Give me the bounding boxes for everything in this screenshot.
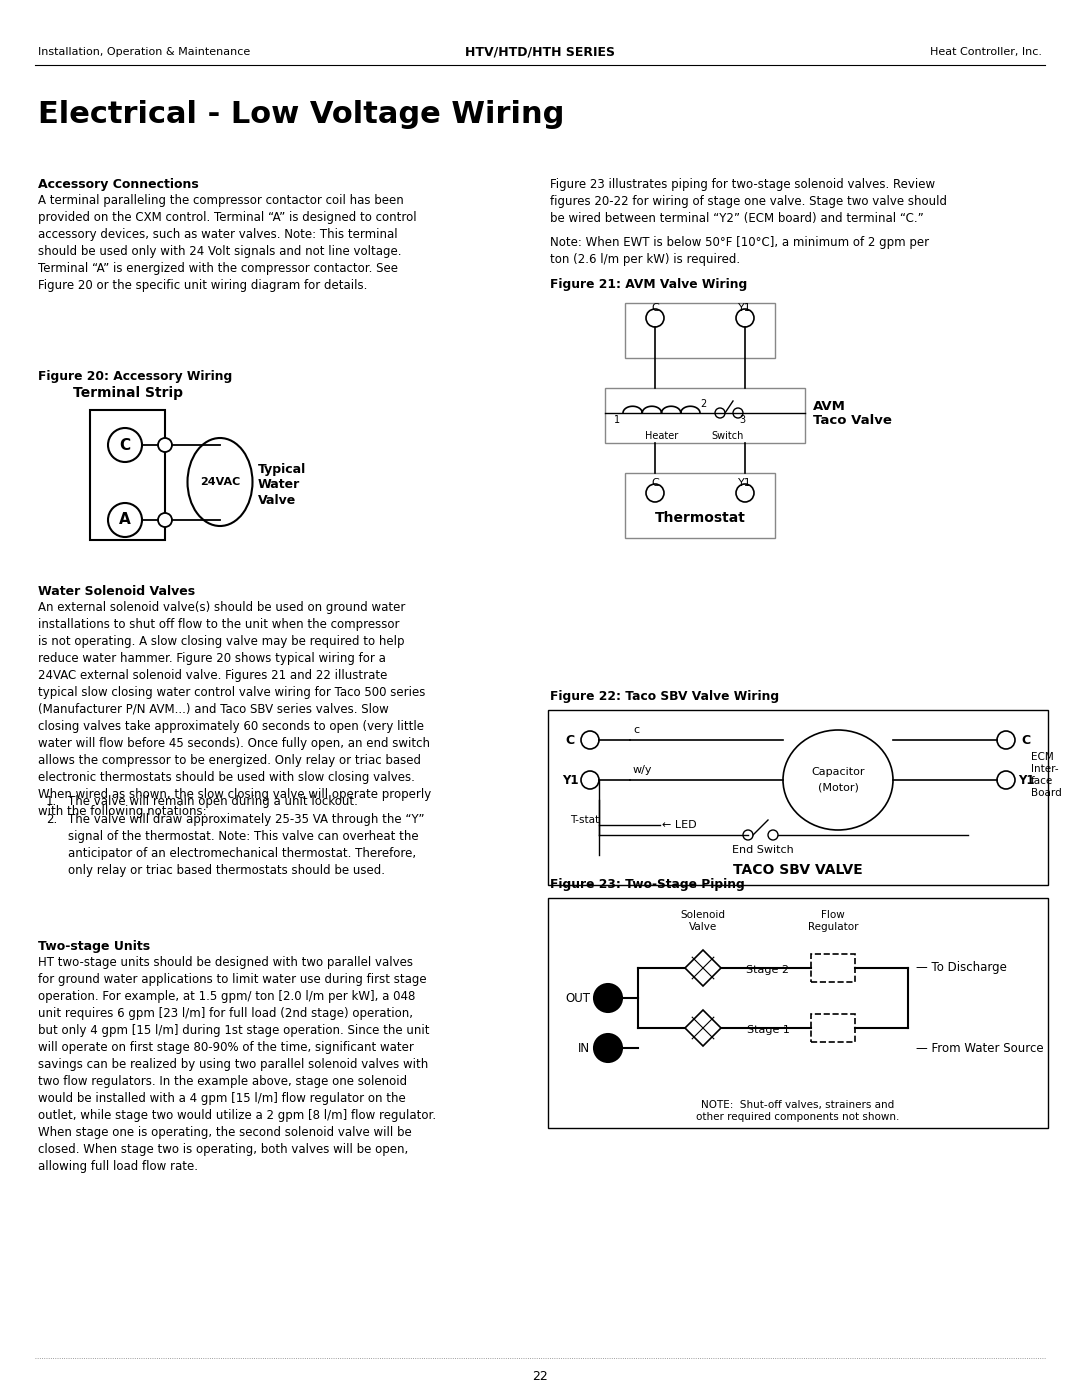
Circle shape (768, 830, 778, 840)
Text: Flow: Flow (821, 909, 845, 921)
Text: End Switch: End Switch (732, 845, 794, 855)
Text: Inter-: Inter- (1031, 764, 1058, 774)
Circle shape (735, 483, 754, 502)
Text: 2: 2 (700, 400, 706, 409)
Circle shape (108, 503, 141, 536)
Circle shape (735, 309, 754, 327)
Text: Typical: Typical (258, 464, 307, 476)
Circle shape (997, 771, 1015, 789)
Circle shape (743, 830, 753, 840)
Bar (548, 710, 1048, 886)
Circle shape (646, 309, 664, 327)
Text: AVM: AVM (813, 400, 846, 414)
Text: 1.: 1. (46, 795, 57, 807)
Circle shape (594, 983, 622, 1011)
Circle shape (158, 439, 172, 453)
Text: c: c (633, 725, 639, 735)
Text: — From Water Source: — From Water Source (916, 1042, 1043, 1055)
Text: (Motor): (Motor) (818, 782, 859, 793)
Text: IN: IN (578, 1042, 590, 1055)
Text: w/y: w/y (633, 766, 652, 775)
Text: The valve will draw approximately 25-35 VA through the “Y”
signal of the thermos: The valve will draw approximately 25-35 … (68, 813, 424, 877)
Ellipse shape (783, 731, 893, 830)
Bar (605, 388, 805, 443)
Text: Figure 20: Accessory Wiring: Figure 20: Accessory Wiring (38, 370, 232, 383)
Text: C: C (1022, 733, 1030, 746)
Text: Installation, Operation & Maintenance: Installation, Operation & Maintenance (38, 47, 251, 57)
Polygon shape (685, 1010, 721, 1046)
Text: Figure 23 illustrates piping for two-stage solenoid valves. Review
figures 20-22: Figure 23 illustrates piping for two-sta… (550, 177, 947, 225)
Text: Figure 22: Taco SBV Valve Wiring: Figure 22: Taco SBV Valve Wiring (550, 690, 779, 703)
Text: Y1: Y1 (738, 303, 752, 313)
Text: ← LED: ← LED (662, 820, 697, 830)
Circle shape (108, 427, 141, 462)
Bar (548, 898, 1048, 1127)
Text: Figure 21: AVM Valve Wiring: Figure 21: AVM Valve Wiring (550, 278, 747, 291)
Text: Heat Controller, Inc.: Heat Controller, Inc. (930, 47, 1042, 57)
Text: Y1: Y1 (1017, 774, 1035, 787)
Text: Note: When EWT is below 50°F [10°C], a minimum of 2 gpm per
ton (2.6 l/m per kW): Note: When EWT is below 50°F [10°C], a m… (550, 236, 929, 265)
Text: Water: Water (258, 479, 300, 492)
Text: 24VAC: 24VAC (200, 476, 240, 488)
Text: Accessory Connections: Accessory Connections (38, 177, 199, 191)
Text: Terminal Strip: Terminal Strip (73, 386, 183, 400)
Ellipse shape (188, 439, 253, 527)
Text: Capacitor: Capacitor (811, 767, 865, 777)
Text: Regulator: Regulator (808, 922, 859, 932)
Text: A terminal paralleling the compressor contactor coil has been
provided on the CX: A terminal paralleling the compressor co… (38, 194, 417, 292)
Text: Y1: Y1 (738, 478, 752, 488)
Text: ECM: ECM (1031, 752, 1054, 761)
Bar (625, 474, 775, 538)
Text: Valve: Valve (689, 922, 717, 932)
Text: Two-stage Units: Two-stage Units (38, 940, 150, 953)
Polygon shape (685, 950, 721, 986)
Text: 22: 22 (532, 1370, 548, 1383)
Text: HTV/HTD/HTH SERIES: HTV/HTD/HTH SERIES (465, 46, 615, 59)
Circle shape (594, 1034, 622, 1062)
Text: Taco Valve: Taco Valve (813, 414, 892, 427)
Text: Electrical - Low Voltage Wiring: Electrical - Low Voltage Wiring (38, 101, 565, 129)
Text: Switch: Switch (712, 432, 744, 441)
Text: Stage 1: Stage 1 (746, 1025, 789, 1035)
Text: C: C (120, 437, 131, 453)
Text: An external solenoid valve(s) should be used on ground water
installations to sh: An external solenoid valve(s) should be … (38, 601, 431, 819)
Text: C: C (566, 733, 575, 746)
Text: Solenoid: Solenoid (680, 909, 726, 921)
Text: NOTE:  Shut-off valves, strainers and
other required components not shown.: NOTE: Shut-off valves, strainers and oth… (697, 1099, 900, 1122)
Text: Board: Board (1031, 788, 1062, 798)
Text: Y1: Y1 (562, 774, 578, 787)
Text: C: C (651, 478, 659, 488)
Bar (811, 1014, 855, 1042)
Text: 2.: 2. (46, 813, 57, 826)
Text: A: A (119, 513, 131, 528)
Text: OUT: OUT (565, 992, 590, 1004)
Text: 3: 3 (739, 415, 745, 425)
Circle shape (646, 483, 664, 502)
Text: C: C (651, 303, 659, 313)
Bar (625, 303, 775, 358)
Text: Thermostat: Thermostat (654, 511, 745, 525)
Circle shape (733, 408, 743, 418)
Text: Figure 23: Two-Stage Piping: Figure 23: Two-Stage Piping (550, 877, 745, 891)
Bar (811, 954, 855, 982)
Text: The valve will remain open during a unit lockout.: The valve will remain open during a unit… (68, 795, 357, 807)
Circle shape (997, 731, 1015, 749)
Circle shape (581, 771, 599, 789)
Bar (90, 409, 165, 541)
Text: 1: 1 (613, 415, 620, 425)
Text: T-stat: T-stat (570, 814, 599, 826)
Text: — To Discharge: — To Discharge (916, 961, 1007, 975)
Text: face: face (1031, 775, 1053, 787)
Circle shape (581, 731, 599, 749)
Text: Stage 2: Stage 2 (746, 965, 789, 975)
Circle shape (715, 408, 725, 418)
Text: TACO SBV VALVE: TACO SBV VALVE (733, 863, 863, 877)
Text: Water Solenoid Valves: Water Solenoid Valves (38, 585, 195, 598)
Text: HT two-stage units should be designed with two parallel valves
for ground water : HT two-stage units should be designed wi… (38, 956, 436, 1173)
Text: Valve: Valve (258, 493, 296, 507)
Text: Heater: Heater (645, 432, 678, 441)
Circle shape (158, 513, 172, 527)
